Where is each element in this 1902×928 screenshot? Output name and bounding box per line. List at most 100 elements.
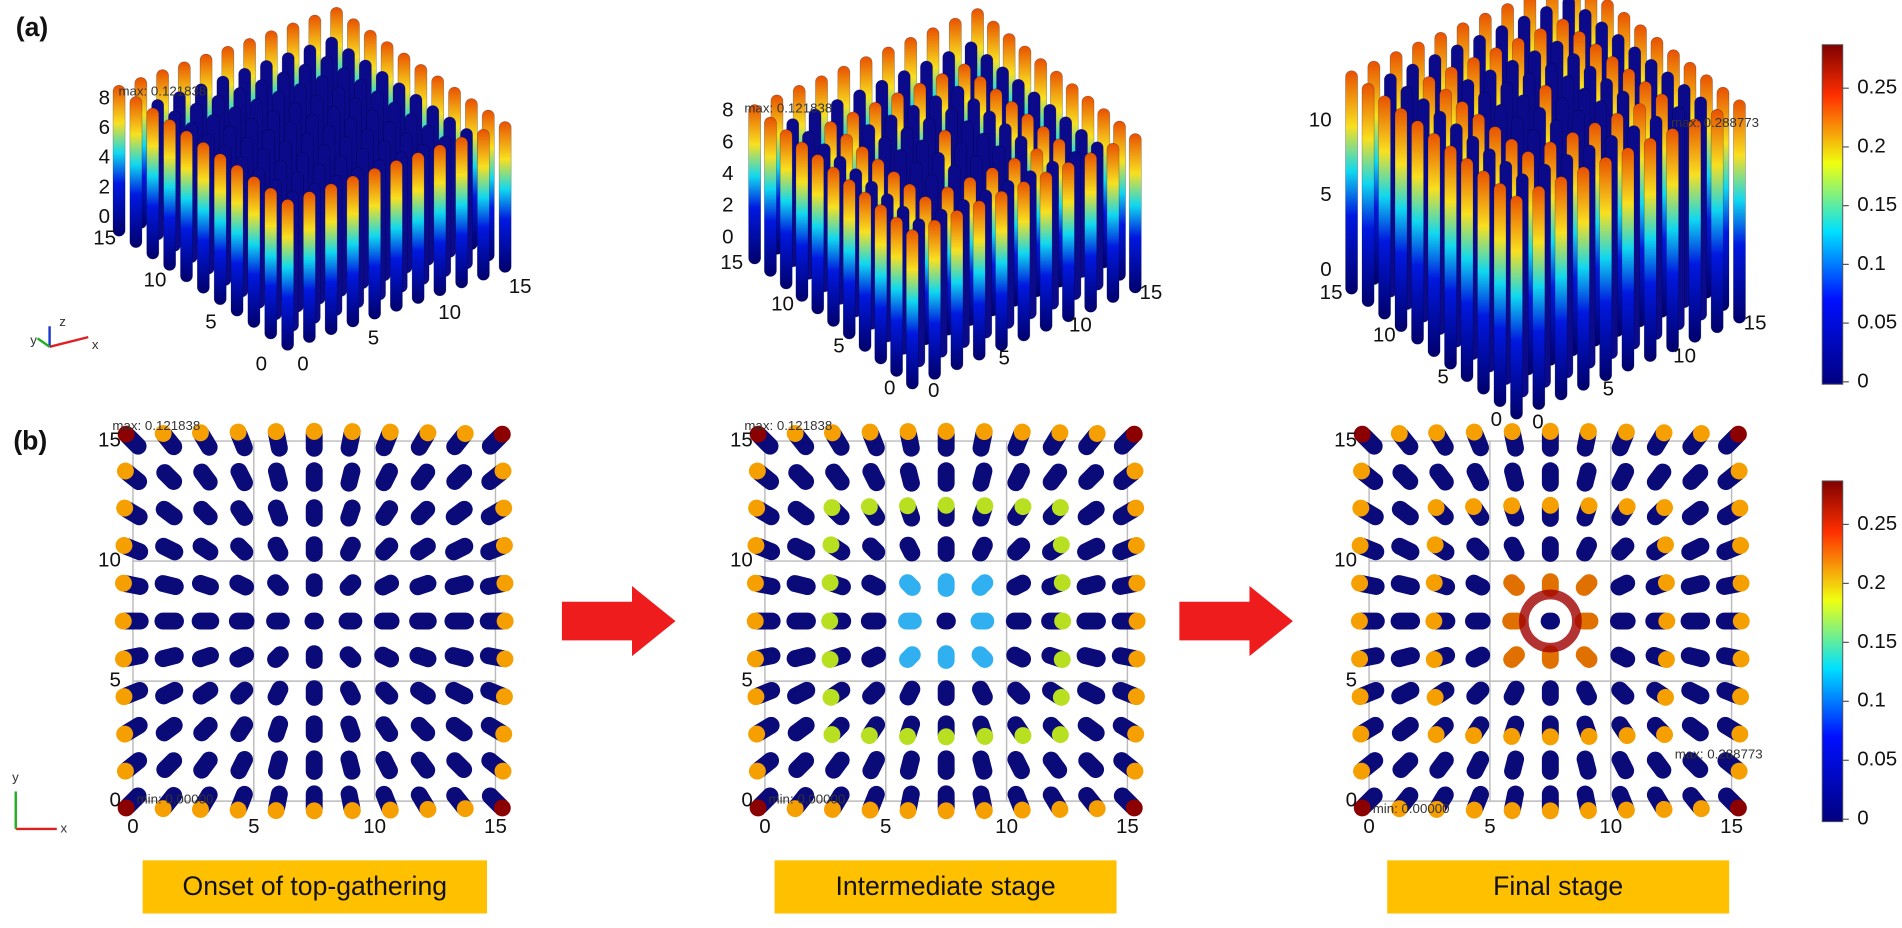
pillar [1062, 162, 1075, 323]
pillar-body [899, 646, 921, 668]
z-tick-label: 8 [722, 99, 733, 122]
pillar-body [1006, 646, 1032, 668]
pillar [410, 463, 436, 491]
z-tick-label: 4 [99, 146, 110, 169]
pillar [375, 681, 399, 705]
pillar-tip [1051, 499, 1069, 517]
pillar-tip [1730, 762, 1748, 780]
pillar-body [1682, 464, 1709, 490]
pillar [1351, 574, 1385, 595]
pillar [155, 681, 184, 705]
pillar-body [1391, 716, 1419, 742]
pillar-tip [1052, 688, 1070, 706]
pillar-body [1429, 463, 1454, 491]
pillar [305, 680, 323, 706]
pillar-tip [495, 725, 513, 743]
pillar-body [972, 680, 993, 706]
pillar [1077, 537, 1106, 561]
pillar-tip [976, 497, 994, 515]
x-tick-label: 15 [1744, 311, 1767, 334]
pillar-body [305, 499, 323, 527]
pillar-tip [1656, 499, 1674, 517]
pillar-body [267, 536, 289, 562]
pillar [305, 645, 323, 669]
pillar-tip [1729, 425, 1747, 443]
pillar-body [409, 646, 437, 668]
panel-3d [1345, 0, 1746, 420]
pillar [971, 646, 994, 668]
pillar-body [1077, 716, 1105, 742]
pillar-body [1611, 537, 1635, 561]
pillar-body [375, 500, 399, 526]
pillar-tip [1014, 727, 1032, 745]
pillar-tip [1465, 498, 1483, 516]
colorbar-tick-label: 0 [1857, 807, 1868, 830]
pillar-tip [494, 462, 512, 480]
pillar [154, 787, 183, 818]
pillar-body [1392, 752, 1419, 779]
pillar-tip [1426, 688, 1444, 706]
pillar-body [1541, 750, 1559, 780]
pillar [192, 537, 219, 561]
pillar-tip [975, 423, 993, 441]
pillar [192, 681, 219, 705]
pillar [1042, 424, 1069, 456]
pillar [1391, 716, 1419, 742]
colorbar-tick-label: 0.05 [1857, 311, 1897, 334]
pillar [972, 715, 994, 745]
pillar-tip [1427, 499, 1445, 517]
pillar [788, 752, 815, 779]
x-tick-label: 5 [999, 346, 1010, 369]
pillar [899, 536, 921, 562]
pillar [749, 425, 779, 455]
y-tick-label: 5 [109, 669, 120, 692]
pillar [1503, 680, 1525, 706]
pillar [937, 462, 955, 492]
pillar-body [192, 537, 219, 561]
pillar-body [155, 681, 184, 705]
pillar [1717, 425, 1747, 455]
pillar [1540, 612, 1560, 630]
pillar-body [899, 680, 921, 706]
pillar-tip [1692, 800, 1710, 818]
pillar-body [409, 612, 437, 630]
pillar [1599, 157, 1613, 382]
max-label: max: 0.121838 [112, 418, 200, 433]
pillar [230, 537, 254, 561]
pillar-body [305, 536, 323, 562]
pillar [340, 499, 361, 527]
pillar-body [899, 536, 921, 562]
pillar-body [1005, 612, 1032, 630]
pillar-tip [1390, 425, 1408, 442]
pillar-tip [381, 423, 399, 441]
pillar-tip [746, 650, 764, 668]
pillar [266, 612, 290, 630]
y-tick-label: 10 [98, 548, 121, 571]
pillar-tip [747, 688, 765, 706]
triad: x z y x y [12, 314, 99, 835]
pillar-body [340, 750, 361, 780]
pillar-body [937, 680, 955, 706]
pillar [1350, 612, 1385, 630]
pillar-body [230, 751, 253, 780]
pillar [267, 680, 289, 706]
pillar-body [1680, 647, 1710, 668]
pillar [480, 499, 513, 526]
pillar [498, 121, 512, 273]
pillar-tip [748, 499, 766, 517]
pillar [1351, 537, 1385, 561]
pillar [230, 681, 254, 705]
pillar-body [267, 574, 289, 596]
pillar [1733, 99, 1746, 324]
pillar-tip [493, 799, 511, 817]
pillar [1503, 646, 1525, 668]
pillar-tip [1053, 651, 1071, 668]
pillar-tip [1052, 536, 1070, 554]
pillar [1681, 500, 1709, 526]
pillar [899, 646, 921, 668]
pillar-body [305, 573, 323, 597]
pillar [1465, 574, 1491, 596]
pillar-body [193, 463, 218, 491]
pillar [410, 500, 436, 526]
